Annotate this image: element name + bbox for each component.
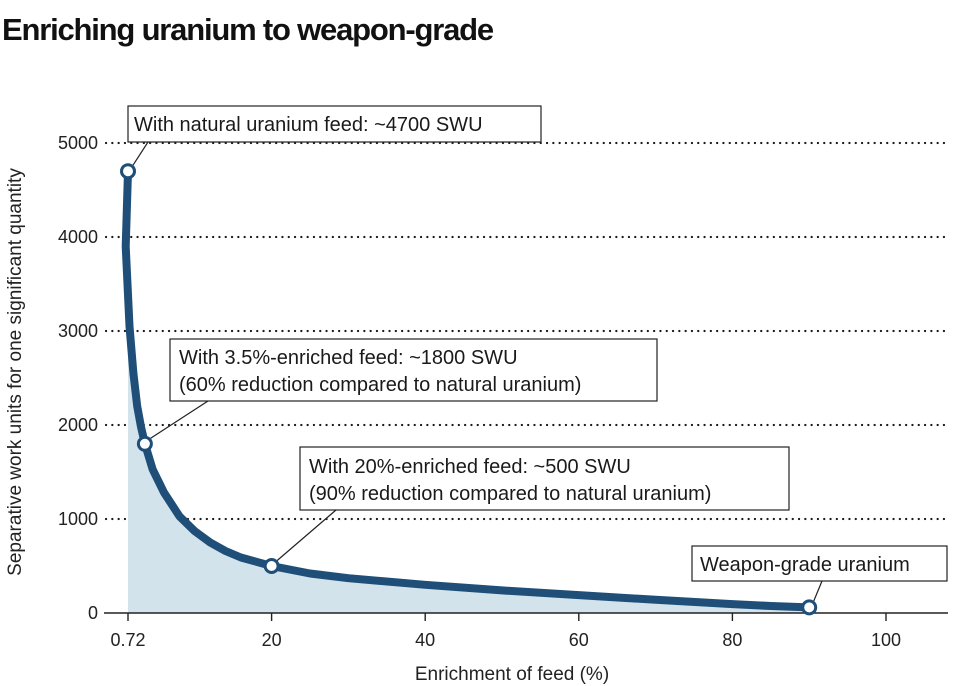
y-tick-label: 5000 [58,133,98,153]
curve-layer [121,167,814,612]
x-tick-label: 100 [871,630,901,650]
callout-text: (90% reduction compared to natural urani… [309,483,711,505]
chart-title: Enriching uranium to weapon-grade [2,12,494,47]
callout-box [127,105,542,143]
x-axis-title: Enrichment of feed (%) [415,664,609,685]
area-fill-layer [125,171,810,613]
data-point-marker [136,435,153,452]
x-tick-label: 80 [722,630,742,650]
callout-text: Weapon-grade uranium [700,554,910,576]
callout-text: With 20%-enriched feed: ~500 SWU [309,456,631,478]
x-tick-label: 20 [262,630,282,650]
data-point-marker [801,599,818,616]
callout-box [691,545,948,582]
y-tick-label: 3000 [58,321,98,341]
point-markers [120,163,818,616]
data-point-marker [263,558,280,574]
x-tick-label: 0.72 [110,630,145,650]
x-tick-label: 60 [569,630,589,650]
y-tick-label: 1000 [58,509,98,529]
y-tick-label: 2000 [58,415,98,435]
callout-leader [812,580,823,603]
y-tick-label: 0 [88,603,98,623]
y-axis-title: Separative work units for one significan… [5,168,26,576]
callout-leader [149,400,209,440]
callout-text: With 3.5%-enriched feed: ~1800 SWU [179,347,518,369]
callout-leader [132,141,149,166]
callout-text: With natural uranium feed: ~4700 SWU [134,114,483,136]
series-line [121,167,814,612]
annotations: With natural uranium feed: ~4700 SWU With… [127,105,948,603]
axes: 0 1000 2000 3000 4000 5000 0.72 20 40 60 80 100 [58,133,948,650]
callout-leader [276,509,337,562]
area-fill [125,171,810,613]
callout-box [299,446,790,511]
callout-box [169,338,658,402]
x-tick-label: 40 [415,630,435,650]
data-point-marker [120,163,136,180]
y-tick-label: 4000 [58,227,98,247]
gridlines [104,141,950,521]
callout-text: (60% reduction compared to natural urani… [179,374,581,396]
